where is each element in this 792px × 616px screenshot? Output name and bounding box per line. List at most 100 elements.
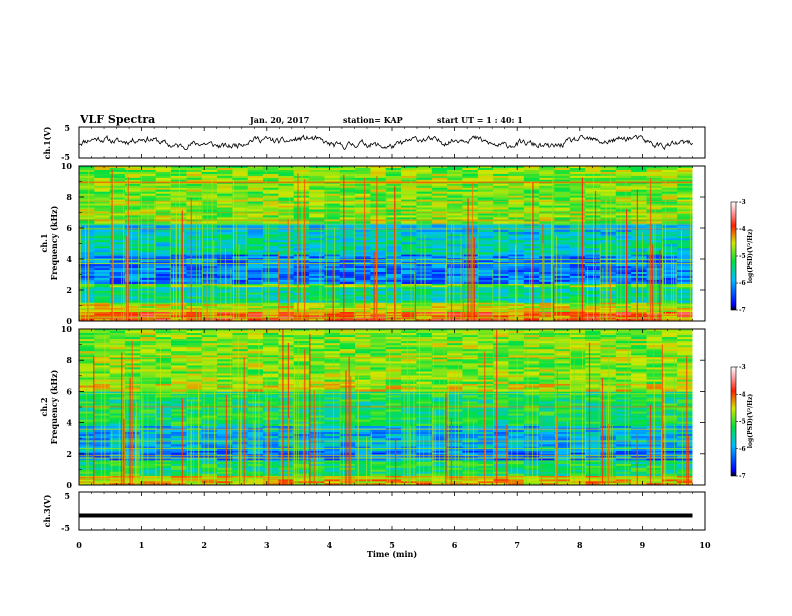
spectrogram-cell — [432, 236, 448, 238]
spectrogram-cell — [263, 232, 279, 234]
spectrogram-cell — [585, 474, 601, 476]
spectrogram-cell — [524, 217, 540, 219]
spectrogram-cell — [340, 444, 356, 446]
spectrogram-cell — [202, 240, 218, 242]
spectrogram-cell — [631, 438, 647, 440]
spectrogram-cell — [416, 204, 432, 206]
spectrogram-cell — [370, 174, 386, 176]
spectrogram-cell — [524, 282, 540, 284]
spectrogram-cell — [340, 260, 356, 262]
spectrogram-cell — [340, 430, 356, 432]
spectrogram-cell — [309, 244, 325, 246]
spectrogram-cell — [601, 204, 617, 206]
spectrogram-cell — [217, 244, 233, 246]
spectrogram-cell — [370, 438, 386, 440]
spectrogram-cell — [462, 395, 478, 397]
spectrogram-cell — [171, 438, 187, 440]
spectrogram-cell — [370, 238, 386, 240]
spectrogram-cell — [217, 260, 233, 262]
ch1-waveform-frame — [79, 127, 705, 158]
header-station: station= KAP — [343, 115, 403, 125]
spectrogram-cell — [278, 276, 294, 278]
spectrogram-cell — [493, 240, 509, 242]
spectrogram-cell — [386, 282, 402, 284]
spectrogram-cell — [94, 449, 110, 451]
spectrogram-cell — [554, 272, 570, 274]
spectrogram-cell — [585, 234, 601, 236]
spectrogram-cell — [601, 172, 617, 174]
spectrogram-cell — [462, 202, 478, 204]
spectrogram-cell — [570, 295, 586, 297]
spectrogram-cell — [616, 426, 632, 428]
spectrogram-cell — [278, 398, 294, 400]
spectrogram-cell — [217, 210, 233, 212]
spectrogram-cell — [585, 202, 601, 204]
spectrogram-cell — [478, 268, 494, 270]
spectrogram-cell — [248, 232, 264, 234]
spectrogram-cell — [601, 215, 617, 217]
spectrogram-cell — [156, 284, 172, 286]
spectrogram-cell — [248, 168, 264, 170]
spectrogram-cell — [585, 395, 601, 397]
spectrogram-cell — [340, 244, 356, 246]
spectrogram-cell — [278, 234, 294, 236]
spectrogram-cell — [416, 221, 432, 223]
spectrogram-cell — [294, 190, 310, 192]
spectrogram-cell — [493, 268, 509, 270]
spectrogram-cell — [554, 276, 570, 278]
spectrogram-cell — [662, 272, 678, 274]
spectrogram-cell — [662, 400, 678, 402]
spectrogram-cell — [631, 242, 647, 244]
spectrogram-cell — [539, 400, 555, 402]
spectrogram-cell — [616, 434, 632, 436]
spectrogram-cell — [631, 278, 647, 280]
spectrogram-cell — [677, 440, 693, 442]
spectrogram-cell — [278, 190, 294, 192]
spectrogram-cell — [248, 215, 264, 217]
spectrogram-cell — [79, 190, 95, 192]
spectrogram-cell — [432, 215, 448, 217]
spectrogram-cell — [370, 168, 386, 170]
spectrogram-cell — [462, 474, 478, 476]
spectrogram-cell — [631, 284, 647, 286]
spectrogram-cell — [94, 254, 110, 256]
spectrogram-cell — [94, 232, 110, 234]
spectrogram-cell — [248, 244, 264, 246]
spectrogram-cell — [677, 400, 693, 402]
spectrogram-cell — [263, 221, 279, 223]
spectrogram-cell — [309, 398, 325, 400]
spectrogram-cell — [570, 215, 586, 217]
spectrogram-cell — [662, 250, 678, 252]
spectrogram-cell — [493, 208, 509, 210]
spectrogram-cell — [447, 246, 463, 248]
spectrogram-cell — [79, 202, 95, 204]
spectrogram-cell — [524, 252, 540, 254]
spectrogram-cell — [570, 252, 586, 254]
spectrogram-cell — [585, 198, 601, 200]
spectrogram-cell — [94, 198, 110, 200]
spectrogram-cell — [202, 242, 218, 244]
spectrogram-cell — [340, 230, 356, 232]
spectrogram-cell — [79, 451, 95, 453]
spectrogram-cell — [79, 172, 95, 174]
spectrogram-cell — [232, 176, 248, 178]
spectrogram-cell — [263, 254, 279, 256]
spectrogram-cell — [401, 234, 417, 236]
spectrogram-cell — [202, 285, 218, 287]
spectrogram-cell — [340, 426, 356, 428]
spectrogram-cell — [462, 299, 478, 301]
spectrogram-cell — [370, 398, 386, 400]
spectrogram-cell — [156, 289, 172, 291]
spectrogram-cell — [370, 449, 386, 451]
spectrogram-cell — [309, 210, 325, 212]
spectrogram-cell — [416, 240, 432, 242]
spectrogram-cell — [248, 260, 264, 262]
spectrogram-cell — [478, 256, 494, 258]
spectrogram-cell — [370, 295, 386, 297]
spectrogram-cell — [539, 172, 555, 174]
spectrogram-cell — [355, 254, 371, 256]
spectrogram-cell — [508, 198, 524, 200]
spectrogram-cell — [662, 306, 678, 308]
spectrogram-cell — [156, 221, 172, 223]
